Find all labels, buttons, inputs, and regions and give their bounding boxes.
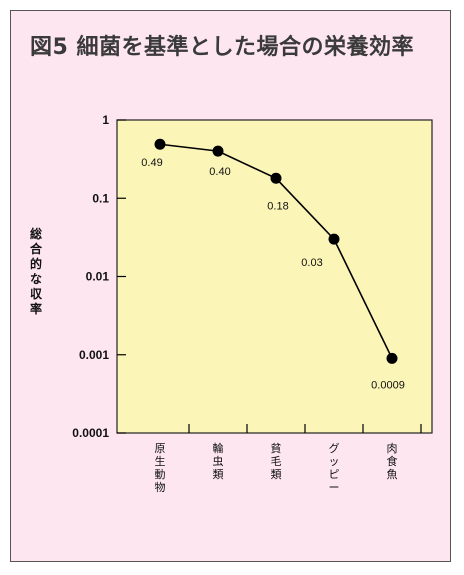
y-tick-label: 0.001	[79, 348, 109, 362]
y-axis-label: 的	[30, 256, 42, 271]
x-tick-label: 虫	[213, 455, 224, 468]
x-tick-label: ッ	[329, 455, 340, 468]
data-label: 0.40	[209, 166, 230, 178]
data-point	[386, 352, 398, 364]
data-point	[212, 145, 224, 157]
data-label: 0.49	[141, 157, 162, 169]
x-tick-label: 肉	[387, 442, 398, 455]
y-axis-label: な	[30, 272, 42, 286]
x-tick-label: 食	[387, 454, 398, 468]
y-tick-label: 0.1	[92, 191, 109, 205]
x-tick-label: 貧	[271, 442, 282, 455]
y-axis-label: 率	[30, 301, 42, 316]
x-tick-label: 原	[155, 442, 166, 455]
x-tick-label: 魚	[387, 468, 398, 481]
x-tick-label: ピ	[329, 468, 340, 481]
y-axis-label: 合	[30, 241, 43, 256]
data-point	[328, 233, 340, 245]
x-tick-label: 類	[213, 468, 224, 481]
data-label: 0.0009	[371, 379, 405, 391]
data-point	[154, 138, 166, 150]
data-label: 0.18	[267, 200, 288, 212]
y-tick-label: 0.0001	[72, 426, 109, 440]
data-point	[270, 172, 282, 184]
chart-title: 図5 細菌を基準とした場合の栄養効率	[30, 35, 414, 60]
plot-area	[116, 119, 433, 434]
x-tick-label: 生	[155, 454, 166, 468]
y-tick-label: 0.01	[86, 270, 110, 284]
x-tick-label: ー	[329, 481, 340, 494]
y-axis-label: 総	[30, 226, 42, 241]
y-tick-label: 1	[102, 113, 109, 127]
x-tick-label: 類	[271, 468, 282, 481]
x-tick-label: 毛	[271, 455, 282, 468]
y-axis-label: 収	[30, 287, 43, 301]
x-tick-label: 物	[155, 480, 166, 494]
data-label: 0.03	[301, 257, 322, 269]
x-tick-label: 動	[155, 467, 166, 481]
x-tick-label: グ	[329, 441, 340, 455]
x-tick-label: 輪	[213, 441, 224, 455]
